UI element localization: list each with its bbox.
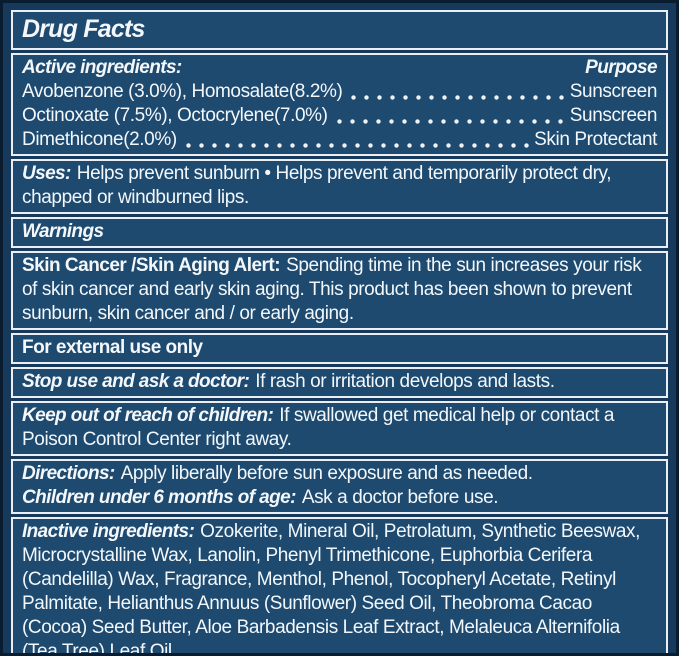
stop-use-section: Stop use and ask a doctor: If rash or irr… xyxy=(11,367,668,398)
active-ingredients-header: Active ingredients: Purpose xyxy=(22,56,658,80)
ingredient-name: Octinoxate (7.5%), Octocrylene(7.0%) xyxy=(22,105,328,126)
ingredient-purpose: Sunscreen xyxy=(569,105,658,126)
directions-heading: Directions: xyxy=(22,463,115,484)
warnings-heading: Warnings xyxy=(22,221,104,242)
skin-cancer-alert-heading: Skin Cancer /Skin Aging Alert: xyxy=(22,255,281,276)
purpose-heading: Purpose xyxy=(585,57,657,78)
inactive-ingredients-heading: Inactive ingredients: xyxy=(22,521,195,542)
ingredient-name: Avobenzone (3.0%), Homosalate(8.2%) xyxy=(22,81,343,102)
stop-use-text: If rash or irritation develops and lasts… xyxy=(255,371,555,392)
drug-facts-title: Drug Facts xyxy=(22,15,145,43)
skin-cancer-alert-section: Skin Cancer /Skin Aging Alert: Spending t… xyxy=(11,251,668,330)
dot-leader xyxy=(332,119,565,124)
external-use-text: For external use only xyxy=(22,337,203,358)
skin-cancer-alert-text: Spending time in the sun increases your … xyxy=(22,255,642,324)
uses-section: Uses: Helps prevent sunburn • Helps preve… xyxy=(11,159,668,214)
keep-out-heading: Keep out of reach of children: xyxy=(22,405,274,426)
ingredient-row: Octinoxate (7.5%), Octocrylene(7.0%) Sun… xyxy=(22,104,657,128)
external-use-section: For external use only xyxy=(11,333,668,364)
inactive-ingredients-section: Inactive ingredients: Ozokerite, Mineral … xyxy=(11,517,668,656)
uses-text: Helps prevent sunburn • Helps prevent an… xyxy=(22,163,612,208)
ingredient-name: Dimethicone(2.0%) xyxy=(22,129,177,150)
directions-text: Apply liberally before sun exposure and … xyxy=(120,463,533,484)
children-under-6-text: Ask a doctor before use. xyxy=(301,487,499,508)
active-ingredients-section: Active ingredients: Purpose Avobenzone (… xyxy=(11,53,668,156)
dot-leader xyxy=(181,143,530,148)
stop-use-heading: Stop use and ask a doctor: xyxy=(22,371,250,392)
children-under-6-heading: Children under 6 months of age: xyxy=(22,487,296,508)
directions-section: Directions: Apply liberally before sun ex… xyxy=(11,459,668,514)
inactive-ingredients-text: Ozokerite, Mineral Oil, Petrolatum, Synt… xyxy=(22,521,641,656)
keep-out-of-reach-section: Keep out of reach of children: If swallow… xyxy=(11,401,668,456)
children-under-6-line: Children under 6 months of age: Ask a doc… xyxy=(22,486,657,510)
uses-heading: Uses: xyxy=(22,163,71,184)
keep-out-text: If swallowed get medical help or contact… xyxy=(22,405,615,450)
dot-leader xyxy=(347,95,565,100)
ingredient-row: Dimethicone(2.0%) Skin Protectant xyxy=(22,128,657,152)
warnings-section: Warnings xyxy=(11,217,668,248)
ingredient-purpose: Skin Protectant xyxy=(534,129,657,150)
ingredient-row: Avobenzone (3.0%), Homosalate(8.2%) Suns… xyxy=(22,80,657,104)
directions-line: Directions: Apply liberally before sun ex… xyxy=(22,462,657,486)
drug-facts-title-section: Drug Facts xyxy=(11,10,668,50)
active-ingredients-heading: Active ingredients: xyxy=(22,57,182,78)
ingredient-purpose: Sunscreen xyxy=(569,81,658,102)
